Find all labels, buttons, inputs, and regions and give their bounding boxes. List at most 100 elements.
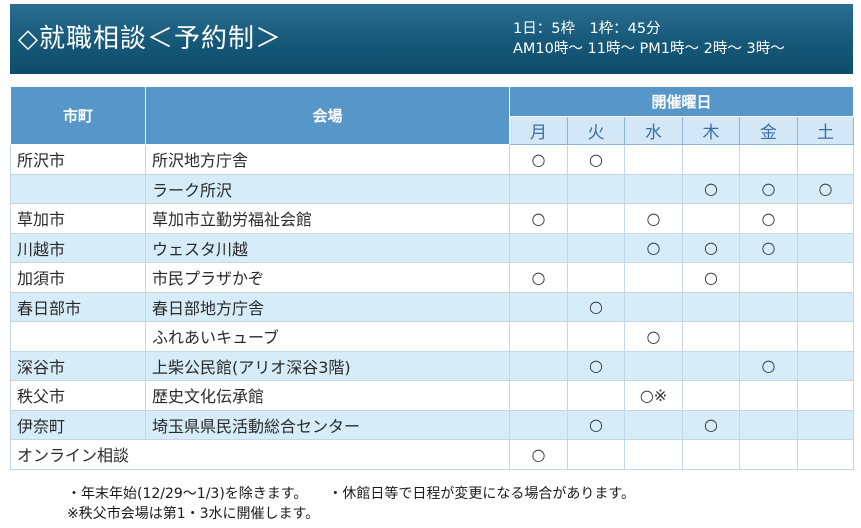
day-mark-cell <box>509 291 568 322</box>
day-mark-cell: ○ <box>567 144 625 175</box>
day-mark-cell <box>509 232 568 263</box>
city-cell <box>10 321 146 352</box>
day-mark-cell <box>509 380 568 411</box>
venue-cell: 歴史文化伝承館 <box>145 380 510 411</box>
venue-cell: 所沢地方庁舎 <box>145 144 510 175</box>
day-mark-cell: ○ <box>739 350 798 381</box>
day-mark-cell <box>624 144 683 175</box>
day-mark-cell <box>796 439 855 470</box>
day-mark-cell: ○ <box>509 262 568 293</box>
day-mark-cell: ○ <box>567 291 625 322</box>
day-mark-cell <box>624 262 683 293</box>
day-mark-cell <box>509 321 568 352</box>
day-mark-cell <box>682 291 740 322</box>
day-mark-cell: ○ <box>796 173 855 204</box>
table-row-online: オンライン相談 ○ <box>10 439 855 470</box>
day-mark-cell: ○ <box>567 350 625 381</box>
online-label: オンライン相談 <box>10 439 510 470</box>
day-mark-cell: ○ <box>624 232 683 263</box>
day-mark-cell <box>739 291 798 322</box>
day-mark-cell <box>739 321 798 352</box>
footnotes: ・年末年始(12/29～1/3)を除きます。 ・休館日等で日程が変更になる場合があ… <box>67 484 635 524</box>
venue-cell: ラーク所沢 <box>145 173 510 204</box>
venue-cell: 市民プラザかぞ <box>145 262 510 293</box>
city-cell: 川越市 <box>10 232 146 263</box>
table-row: 春日部市 春日部地方庁舎 ○ <box>10 291 855 322</box>
venue-cell: ウェスタ川越 <box>145 232 510 263</box>
day-mark-cell <box>567 262 625 293</box>
table-row: 秩父市 歴史文化伝承館 ○※ <box>10 380 855 411</box>
day-mark-cell <box>509 350 568 381</box>
day-mark-cell <box>624 291 683 322</box>
city-cell <box>10 173 146 204</box>
note-new-year: ・年末年始(12/29～1/3)を除きます。 <box>67 486 301 502</box>
day-mark-cell: ○ <box>682 173 740 204</box>
day-mark-cell: ○ <box>739 232 798 263</box>
day-mark-cell <box>796 321 855 352</box>
consultation-table: 市町 会場 開催曜日 月 火 水 木 金 土 所沢市 所沢地方庁舎 ○ ○ ラーク所沢 ○… <box>10 86 855 470</box>
table-row: 深谷市 上柴公民館(アリオ深谷3階) ○ ○ <box>10 350 855 381</box>
day-mark-cell <box>624 409 683 440</box>
day-mark-cell <box>796 350 855 381</box>
day-mark-cell <box>682 321 740 352</box>
table-row: 所沢市 所沢地方庁舎 ○ ○ <box>10 144 855 175</box>
day-mark-cell <box>796 262 855 293</box>
city-cell: 草加市 <box>10 203 146 234</box>
city-cell: 伊奈町 <box>10 409 146 440</box>
day-mark-cell: ○ <box>682 232 740 263</box>
day-mark-cell <box>682 380 740 411</box>
day-mon: 月 <box>509 116 568 145</box>
col-header-days: 開催曜日 <box>508 86 855 117</box>
schedule-slots: 1日：5枠 1枠：45分 <box>513 21 661 37</box>
day-mark-cell: ○ <box>509 203 568 234</box>
city-cell: 春日部市 <box>10 291 146 322</box>
day-mark-cell <box>682 350 740 381</box>
day-mark-cell: ○ <box>509 144 568 175</box>
day-mark-cell <box>739 380 798 411</box>
day-mark-cell <box>796 380 855 411</box>
day-mark-cell <box>739 439 798 470</box>
day-mark-cell <box>567 321 625 352</box>
day-mark-cell <box>624 439 683 470</box>
day-mark-cell <box>682 439 740 470</box>
venue-cell: ふれあいキューブ <box>145 321 510 352</box>
venue-cell: 草加市立勤労福祉会館 <box>145 203 510 234</box>
day-mark-cell <box>509 173 568 204</box>
day-mark-cell <box>509 409 568 440</box>
day-mark-cell: ○ <box>739 173 798 204</box>
schedule-info: 1日：5枠 1枠：45分 AM10時～ 11時～ PM1時～ 2時～ 3時～ <box>513 19 785 59</box>
day-mark-cell: ○ <box>509 439 568 470</box>
day-mark-cell <box>567 232 625 263</box>
day-wed: 水 <box>624 116 683 145</box>
day-mark-cell: ○ <box>567 409 625 440</box>
day-mark-cell <box>624 350 683 381</box>
day-thu: 木 <box>682 116 740 145</box>
city-cell: 秩父市 <box>10 380 146 411</box>
day-mark-cell: ○※ <box>624 380 683 411</box>
day-mark-cell <box>682 203 740 234</box>
day-mark-cell: ○ <box>739 203 798 234</box>
day-mark-cell <box>796 409 855 440</box>
page-title: ◇就職相談＜予約制＞ <box>18 24 282 54</box>
city-cell: 深谷市 <box>10 350 146 381</box>
day-mark-cell <box>796 144 855 175</box>
venue-cell: 上柴公民館(アリオ深谷3階) <box>145 350 510 381</box>
venue-cell: 春日部地方庁舎 <box>145 291 510 322</box>
city-cell: 所沢市 <box>10 144 146 175</box>
day-mark-cell <box>567 439 625 470</box>
day-mark-cell <box>796 232 855 263</box>
table-row: 川越市 ウェスタ川越 ○ ○ ○ <box>10 232 855 263</box>
day-mark-cell: ○ <box>624 321 683 352</box>
day-mark-cell: ○ <box>682 409 740 440</box>
day-mark-cell <box>796 203 855 234</box>
day-mark-cell <box>739 409 798 440</box>
day-mark-cell: ○ <box>624 203 683 234</box>
col-header-venue: 会場 <box>145 86 510 145</box>
page-header: ◇就職相談＜予約制＞ 1日：5枠 1枠：45分 AM10時～ 11時～ PM1時… <box>10 4 853 74</box>
day-mark-cell <box>796 291 855 322</box>
note-closure: ・休館日等で日程が変更になる場合があります。 <box>328 486 636 502</box>
day-mark-cell <box>567 203 625 234</box>
table-row: 伊奈町 埼玉県県民活動総合センター ○ ○ <box>10 409 855 440</box>
col-header-city: 市町 <box>10 86 146 145</box>
day-mark-cell <box>739 262 798 293</box>
